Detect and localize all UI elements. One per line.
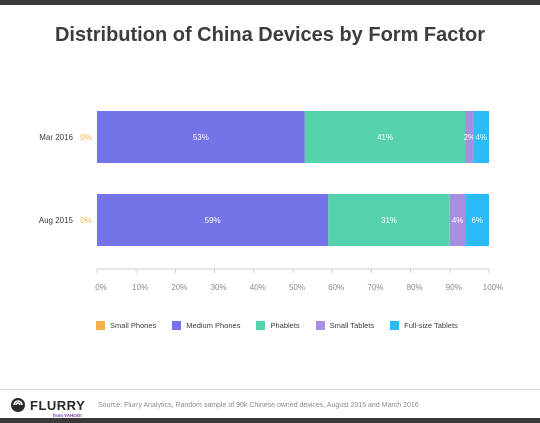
logo-subtext: from YAHOO!	[53, 413, 82, 418]
legend-swatch	[172, 320, 182, 330]
data-label: 59%	[205, 216, 221, 225]
x-tick-label: 80%	[407, 283, 423, 292]
bar-segment	[97, 194, 329, 246]
data-label: 31%	[381, 216, 397, 225]
data-label: 2%	[464, 133, 476, 142]
footer: FLURRY from YAHOO! Source: Flurry Analyt…	[0, 389, 540, 420]
x-tick-label: 30%	[211, 283, 227, 292]
category-label: Aug 2015	[39, 216, 74, 225]
flurry-logo: FLURRY	[10, 397, 85, 413]
chart-title: Distribution of China Devices by Form Fa…	[54, 24, 486, 46]
top-bar	[0, 0, 540, 5]
data-label: 53%	[193, 133, 209, 142]
legend-swatch	[256, 320, 266, 330]
legend-item: Phablets	[256, 320, 300, 330]
bar-segment	[465, 111, 474, 163]
x-tick-label: 70%	[367, 283, 383, 292]
legend-label: Small Phones	[110, 320, 157, 330]
legend-swatch	[96, 320, 105, 330]
x-tick-label: 100%	[483, 283, 503, 292]
data-label: 0%	[80, 216, 92, 225]
x-tick-label: 60%	[328, 283, 344, 292]
source-note: Source: Flurry Analytics, Random sample …	[98, 402, 419, 409]
bottom-bar	[0, 418, 540, 423]
category-label: Mar 2016	[39, 133, 73, 142]
legend-label: Phablets	[270, 320, 300, 330]
bar-segment	[304, 111, 466, 163]
legend-item: Full-size Tablets	[390, 320, 458, 330]
chart-legend: Small Phones Medium Phones Phablets Small T…	[96, 319, 474, 331]
x-tick-label: 0%	[95, 283, 107, 292]
data-label: 6%	[471, 216, 483, 225]
legend-swatch	[390, 320, 400, 330]
stacked-bar-chart: 0% 10% 20% 30% 40% 50% 60% 70% 80% 90% 100% Mar 201…	[39, 111, 503, 292]
data-label: 4%	[475, 133, 487, 142]
x-tick-label: 10%	[132, 283, 148, 292]
bar-segment	[473, 111, 489, 163]
legend-item: Small Phones	[96, 320, 157, 330]
x-tick-label: 90%	[446, 283, 462, 292]
legend-label: Medium Phones	[186, 320, 241, 330]
data-label: 4%	[452, 216, 464, 225]
logo-wordmark: FLURRY	[30, 397, 86, 413]
bar-segment	[328, 194, 450, 246]
x-tick-label: 20%	[171, 283, 187, 292]
bar-segment	[449, 194, 466, 246]
data-label: 0%	[80, 133, 92, 142]
x-tick-label: 40%	[250, 283, 266, 292]
legend-swatch	[315, 320, 325, 330]
data-label: 41%	[377, 133, 393, 142]
bar-segment	[97, 111, 305, 163]
flurry-logo-icon	[11, 398, 25, 412]
bar-segment	[465, 194, 489, 246]
legend-label: Small Tablets	[329, 320, 375, 330]
legend-item: Small Tablets	[315, 320, 375, 330]
x-tick-label: 50%	[289, 283, 305, 292]
legend-item: Medium Phones	[172, 320, 241, 330]
legend-label: Full-size Tablets	[404, 320, 458, 330]
